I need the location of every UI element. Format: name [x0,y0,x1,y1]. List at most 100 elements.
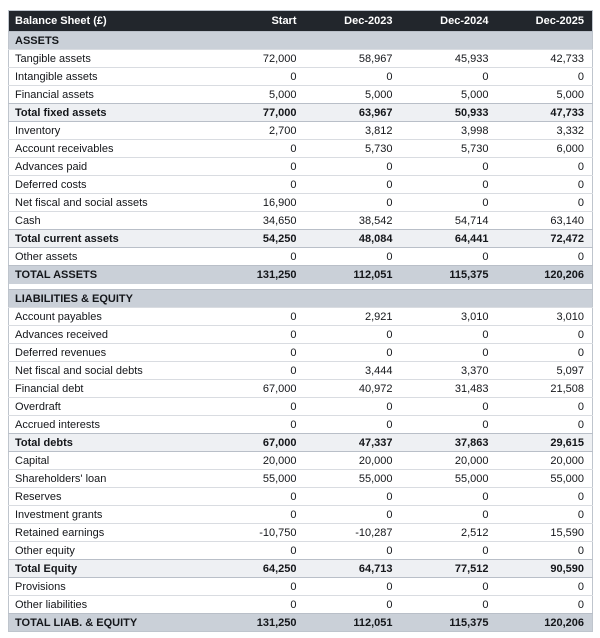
cell-value: 3,010 [400,307,497,326]
cell-value: 0 [304,397,401,416]
row-label: TOTAL LIAB. & EQUITY [8,613,209,632]
table-row: Advances received 0 0 0 0 [8,325,593,344]
cell-value: 29,615 [496,433,593,452]
subtotal-row: Total fixed assets 77,000 63,967 50,933 47,7… [8,103,593,122]
cell-value: 20,000 [208,451,305,470]
cell-value: 0 [208,397,305,416]
cell-value: 115,375 [400,613,497,632]
table-row: Retained earnings -10,750 -10,287 2,512 15,5… [8,523,593,542]
section-title: ASSETS [8,31,593,50]
cell-value: 64,250 [208,559,305,578]
cell-value: 3,444 [304,361,401,380]
spacer-row [8,283,593,290]
cell-value: 54,250 [208,229,305,248]
cell-value: -10,750 [208,523,305,542]
cell-value: 0 [304,157,401,176]
subtotal-row: Total Equity 64,250 64,713 77,512 90,590 [8,559,593,578]
row-label: Tangible assets [8,49,209,68]
column-header-dec-2025: Dec-2025 [496,10,593,32]
table-row: Provisions 0 0 0 0 [8,577,593,596]
cell-value: 58,967 [304,49,401,68]
cell-value: 31,483 [400,379,497,398]
row-label: Financial debt [8,379,209,398]
cell-value: 5,097 [496,361,593,380]
cell-value: 67,000 [208,379,305,398]
cell-value: 55,000 [496,469,593,488]
column-header-dec-2024: Dec-2024 [400,10,497,32]
row-label: Shareholders' loan [8,469,209,488]
cell-value: 0 [496,247,593,266]
cell-value: 0 [496,157,593,176]
cell-value: 0 [304,67,401,86]
row-label: Advances received [8,325,209,344]
cell-value: 42,733 [496,49,593,68]
row-label: Provisions [8,577,209,596]
grand-total-row: TOTAL ASSETS 131,250 112,051 115,375 120,206 [8,265,593,284]
cell-value: 0 [208,247,305,266]
table-row: Financial debt 67,000 40,972 31,483 21,508 [8,379,593,398]
cell-value: 63,140 [496,211,593,230]
cell-value: 112,051 [304,613,401,632]
cell-value: 0 [208,577,305,596]
cell-value: 3,332 [496,121,593,140]
row-label: Investment grants [8,505,209,524]
cell-value: 0 [400,397,497,416]
cell-value: 0 [400,577,497,596]
cell-value: 55,000 [400,469,497,488]
cell-value: 0 [496,397,593,416]
cell-value: 48,084 [304,229,401,248]
cell-value: 55,000 [208,469,305,488]
cell-value: 131,250 [208,613,305,632]
cell-value: 67,000 [208,433,305,452]
cell-value: 0 [496,175,593,194]
cell-value: 0 [208,157,305,176]
cell-value: 20,000 [400,451,497,470]
cell-value: 20,000 [304,451,401,470]
row-label: Other liabilities [8,595,209,614]
cell-value: 0 [400,595,497,614]
table-row: Capital 20,000 20,000 20,000 20,000 [8,451,593,470]
cell-value: 21,508 [496,379,593,398]
section-title: LIABILITIES & EQUITY [8,289,593,308]
cell-value: 0 [496,67,593,86]
cell-value: 0 [304,343,401,362]
table-row: Other assets 0 0 0 0 [8,247,593,266]
cell-value: 0 [208,361,305,380]
cell-value: 2,921 [304,307,401,326]
cell-value: 120,206 [496,613,593,632]
table-row: Net fiscal and social debts 0 3,444 3,370 5,… [8,361,593,380]
cell-value: 0 [400,487,497,506]
table-row: Net fiscal and social assets 16,900 0 0 0 [8,193,593,212]
cell-value: 112,051 [304,265,401,284]
cell-value: 0 [208,325,305,344]
row-label: Deferred revenues [8,343,209,362]
cell-value: 0 [496,505,593,524]
cell-value: 0 [400,247,497,266]
table-row: Overdraft 0 0 0 0 [8,397,593,416]
cell-value: 45,933 [400,49,497,68]
subtotal-row: Total debts 67,000 47,337 37,863 29,615 [8,433,593,452]
cell-value: 20,000 [496,451,593,470]
balance-sheet-table: Balance Sheet (£) Start Dec-2023 Dec-202… [8,10,593,632]
table-row: Intangible assets 0 0 0 0 [8,67,593,86]
column-header-dec-2023: Dec-2023 [304,10,401,32]
cell-value: 0 [208,139,305,158]
cell-value: 0 [496,415,593,434]
cell-value: 3,998 [400,121,497,140]
cell-value: 37,863 [400,433,497,452]
table-row: Inventory 2,700 3,812 3,998 3,332 [8,121,593,140]
cell-value: 5,000 [496,85,593,104]
cell-value: 0 [304,505,401,524]
row-label: Net fiscal and social debts [8,361,209,380]
cell-value: 0 [208,307,305,326]
cell-value: 0 [400,415,497,434]
table-body: ASSETS Tangible assets 72,000 58,967 45,933 4… [8,31,593,632]
table-row: Other liabilities 0 0 0 0 [8,595,593,614]
row-label: Intangible assets [8,67,209,86]
table-header-row: Balance Sheet (£) Start Dec-2023 Dec-202… [8,10,593,32]
cell-value: 0 [496,541,593,560]
table-row: Deferred revenues 0 0 0 0 [8,343,593,362]
cell-value: 72,472 [496,229,593,248]
row-label: Other equity [8,541,209,560]
cell-value: 64,441 [400,229,497,248]
